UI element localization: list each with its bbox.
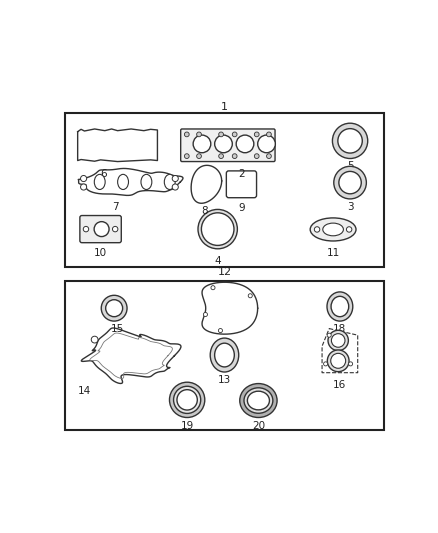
Circle shape (327, 350, 349, 372)
Ellipse shape (310, 218, 356, 241)
Text: 15: 15 (111, 325, 124, 335)
Circle shape (201, 213, 234, 245)
Circle shape (184, 132, 189, 137)
Circle shape (254, 132, 259, 137)
Ellipse shape (164, 174, 175, 190)
Circle shape (91, 336, 98, 343)
Circle shape (81, 175, 87, 182)
Text: 4: 4 (214, 256, 221, 266)
Circle shape (267, 154, 271, 158)
Text: 16: 16 (333, 380, 346, 390)
Text: 19: 19 (180, 421, 194, 431)
Ellipse shape (332, 123, 368, 158)
Text: 14: 14 (78, 386, 91, 396)
Ellipse shape (106, 300, 123, 317)
Circle shape (328, 330, 348, 351)
Text: 11: 11 (326, 248, 340, 259)
Text: 8: 8 (201, 206, 208, 216)
Circle shape (332, 334, 345, 347)
Text: 1: 1 (221, 102, 228, 112)
Circle shape (203, 312, 208, 317)
Text: 6: 6 (101, 169, 107, 179)
Bar (65, 281, 384, 431)
Ellipse shape (210, 338, 239, 372)
Ellipse shape (331, 296, 349, 317)
Circle shape (170, 382, 205, 417)
Circle shape (193, 135, 211, 153)
Bar (65, 113, 384, 268)
Ellipse shape (323, 223, 343, 236)
Ellipse shape (215, 343, 234, 367)
Circle shape (324, 362, 328, 366)
Circle shape (172, 175, 178, 182)
FancyBboxPatch shape (80, 215, 121, 243)
Text: 3: 3 (347, 203, 353, 212)
Text: 18: 18 (333, 324, 346, 334)
Circle shape (236, 135, 254, 153)
Circle shape (94, 222, 109, 237)
Circle shape (197, 132, 201, 137)
Circle shape (331, 353, 346, 368)
Circle shape (219, 132, 223, 137)
Circle shape (254, 154, 259, 158)
Circle shape (184, 154, 189, 158)
Ellipse shape (240, 384, 277, 417)
Circle shape (197, 154, 201, 158)
Text: 5: 5 (347, 161, 353, 171)
Circle shape (327, 333, 331, 337)
Ellipse shape (244, 388, 273, 413)
Ellipse shape (101, 295, 127, 321)
Ellipse shape (141, 174, 152, 190)
Circle shape (215, 135, 232, 153)
Ellipse shape (339, 172, 361, 194)
Circle shape (211, 286, 215, 290)
Circle shape (219, 328, 223, 333)
Ellipse shape (338, 128, 362, 153)
Circle shape (267, 132, 271, 137)
Text: 2: 2 (238, 168, 245, 179)
Ellipse shape (247, 391, 269, 410)
Circle shape (248, 294, 252, 298)
Ellipse shape (94, 174, 105, 190)
Ellipse shape (334, 166, 366, 199)
Text: 7: 7 (113, 201, 119, 212)
Circle shape (177, 390, 197, 410)
Text: 9: 9 (238, 203, 245, 213)
Circle shape (81, 184, 87, 190)
Circle shape (349, 362, 353, 366)
Circle shape (314, 227, 320, 232)
FancyBboxPatch shape (181, 129, 275, 161)
Circle shape (232, 154, 237, 158)
Circle shape (346, 227, 352, 232)
Text: 12: 12 (217, 266, 232, 277)
Circle shape (172, 184, 178, 190)
Circle shape (232, 132, 237, 137)
Text: 20: 20 (252, 421, 265, 431)
Circle shape (113, 227, 118, 232)
Circle shape (173, 386, 201, 414)
Text: 17: 17 (218, 339, 231, 349)
Ellipse shape (118, 174, 128, 190)
Ellipse shape (327, 292, 353, 321)
Circle shape (219, 154, 223, 158)
Text: 10: 10 (94, 248, 107, 258)
Circle shape (83, 227, 88, 232)
Circle shape (198, 209, 237, 249)
Circle shape (258, 135, 276, 153)
Text: 13: 13 (218, 375, 231, 385)
